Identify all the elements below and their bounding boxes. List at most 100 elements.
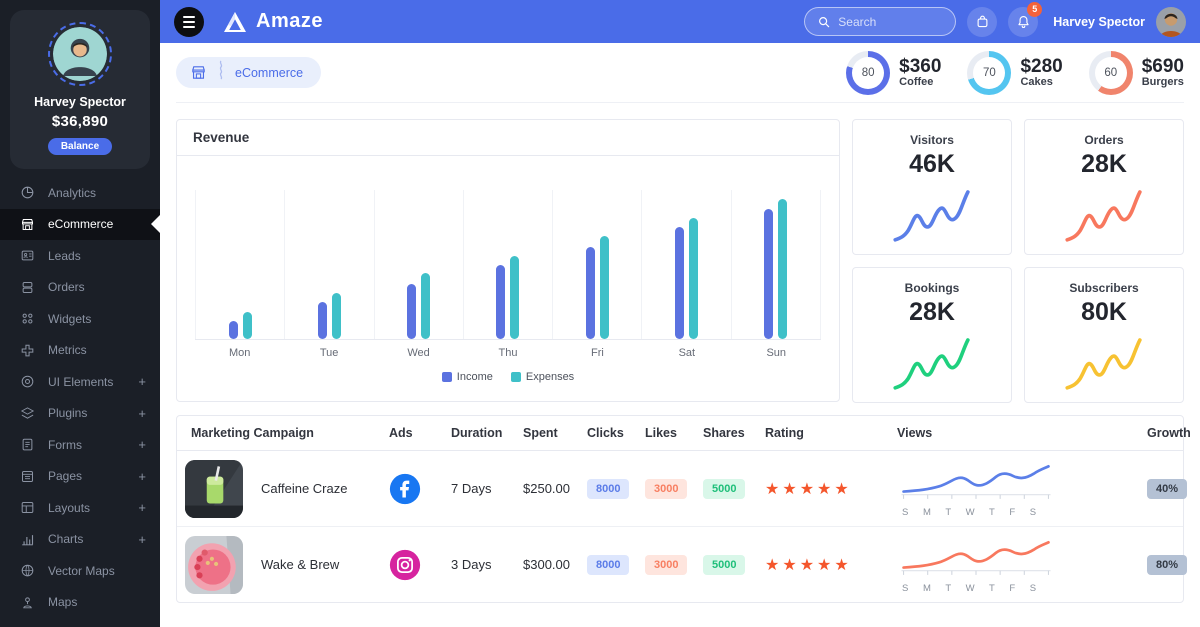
stat-amount: $360	[899, 55, 942, 77]
views-day-labels: S M T W T F S	[902, 583, 1037, 594]
rating-stars: ★★★★★	[765, 480, 852, 498]
chart-legend: Income Expenses	[195, 361, 821, 387]
sidebar-item-maps[interactable]: Maps	[0, 587, 160, 619]
sidebar-item-label: Plugins	[48, 406, 88, 421]
store-icon	[20, 217, 35, 232]
layout-icon	[20, 500, 35, 515]
sidebar-item-label: Forms	[48, 437, 82, 452]
views-day-labels: S M T W T F S	[902, 507, 1037, 518]
sidebar-item-widgets[interactable]: Widgets	[0, 303, 160, 335]
bar-expenses	[778, 198, 788, 339]
sidebar-item-leads[interactable]: Leads	[0, 240, 160, 272]
topbar-avatar[interactable]	[1156, 6, 1186, 37]
facebook-icon[interactable]	[389, 473, 439, 505]
chart-cell	[373, 190, 463, 339]
sidebar-item-ui-elements[interactable]: UI Elements	[0, 366, 160, 398]
person-pin-icon	[20, 595, 35, 610]
stat-label: Burgers	[1141, 76, 1184, 89]
table-row[interactable]: Caffeine Craze 7 Days $250.00 8000 3000	[177, 451, 1188, 527]
col-shares: Shares	[697, 416, 759, 451]
id-card-icon	[20, 248, 35, 263]
campaign-spent: $300.00	[517, 526, 581, 602]
subscribers-sparkline	[1065, 338, 1142, 390]
summary-stat-coffee: 80 $360 Coffee	[846, 50, 942, 95]
x-axis-label: Tue	[319, 347, 339, 359]
x-axis-label: Fri	[590, 347, 604, 359]
search-box[interactable]	[804, 7, 957, 36]
stat-card-title: Visitors	[910, 133, 954, 147]
bar-expenses	[331, 292, 341, 339]
sidebar-item-label: UI Elements	[48, 374, 114, 389]
progress-ring-value: 80	[852, 56, 885, 89]
views-sparkline: S M T W T F S	[897, 459, 1055, 518]
legend-label: Income	[456, 371, 493, 383]
amaze-logo-icon	[224, 11, 246, 32]
layers-icon	[20, 406, 35, 421]
brand-logo[interactable]: Amaze	[223, 10, 323, 33]
menu-toggle-button[interactable]	[174, 6, 204, 37]
page-icon	[20, 469, 35, 484]
chart-cell	[462, 190, 552, 339]
sidebar-item-analytics[interactable]: Analytics	[0, 177, 160, 209]
shares-badge: 5000	[703, 478, 746, 499]
bar-expenses	[689, 218, 699, 339]
sidebar-item-authentication[interactable]: Authentication	[0, 618, 160, 627]
sidebar-item-forms[interactable]: Forms	[0, 429, 160, 461]
bar-chart-icon	[20, 532, 35, 547]
legend-swatch-expenses	[510, 372, 521, 382]
views-sparkline: S M T W T F S	[897, 535, 1055, 594]
x-axis-label: Wed	[407, 347, 430, 359]
sidebar-item-label: Leads	[48, 248, 81, 263]
summary-stat-burgers: 60 $690 Burgers	[1088, 50, 1184, 95]
legend-label: Expenses	[525, 371, 575, 383]
chart-cell	[195, 190, 284, 339]
breadcrumb[interactable]: eCommerce	[176, 57, 322, 88]
bar-chart-plot	[195, 190, 821, 340]
progress-ring: 60	[1088, 50, 1133, 95]
chart-cell	[284, 190, 373, 339]
x-axis-label: Sun	[766, 347, 787, 359]
x-axis-label: Sat	[678, 347, 696, 359]
cart-button[interactable]	[967, 6, 998, 37]
sidebar-item-charts[interactable]: Charts	[0, 524, 160, 556]
growth-badge: 80%	[1147, 554, 1188, 575]
visitors-card: Visitors 46K	[852, 119, 1012, 255]
chart-cell	[552, 190, 641, 339]
sidebar-item-pages[interactable]: Pages	[0, 461, 160, 493]
campaign-table-card: Marketing Campaign Ads Duration Spent Cl…	[176, 415, 1191, 603]
profile-name: Harvey Spector	[34, 95, 126, 109]
sidebar-item-layouts[interactable]: Layouts	[0, 492, 160, 524]
visitors-sparkline	[893, 190, 970, 242]
notification-count-badge: 5	[1027, 1, 1043, 17]
stat-label: Cakes	[1020, 76, 1053, 89]
campaign-table: Marketing Campaign Ads Duration Spent Cl…	[177, 416, 1191, 602]
col-growth: Growth	[1141, 416, 1191, 451]
sidebar-item-plugins[interactable]: Plugins	[0, 398, 160, 430]
pie-chart-icon	[20, 185, 35, 200]
sidebar-item-metrics[interactable]: Metrics	[0, 335, 160, 367]
search-input[interactable]	[838, 14, 939, 29]
instagram-icon[interactable]	[389, 549, 439, 581]
home-store-icon	[190, 64, 207, 81]
avatar-image	[53, 27, 107, 81]
campaign-spent: $250.00	[523, 481, 570, 496]
bar-income	[496, 264, 506, 339]
sidebar-item-ecommerce[interactable]: eCommerce	[0, 208, 160, 240]
bookings-card: Bookings 28K	[852, 267, 1012, 403]
sidebar-item-label: Metrics	[48, 343, 87, 358]
sidebar-item-orders[interactable]: Orders	[0, 272, 160, 304]
col-views: Views	[891, 416, 1141, 451]
notifications-button[interactable]: 5	[1008, 1, 1043, 37]
stat-card-value: 28K	[1081, 150, 1127, 178]
topbar-user-name: Harvey Spector	[1053, 14, 1145, 29]
legend-swatch-income	[441, 372, 452, 382]
stat-card-title: Subscribers	[1069, 281, 1139, 295]
table-header-row: Marketing Campaign Ads Duration Spent Cl…	[177, 416, 1191, 451]
content-header: eCommerce 80 $360 Coffee 70	[176, 43, 1184, 103]
brand-name: Amaze	[256, 10, 323, 32]
balance-badge: Balance	[47, 138, 113, 155]
sidebar-item-vector-maps[interactable]: Vector Maps	[0, 555, 160, 587]
table-row[interactable]: Wake & Brew 3 Days $300.00 8000 3000	[177, 526, 1188, 602]
avatar[interactable]	[48, 22, 112, 86]
clicks-badge: 8000	[587, 478, 630, 499]
